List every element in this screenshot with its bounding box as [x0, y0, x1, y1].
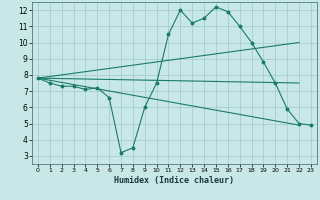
- X-axis label: Humidex (Indice chaleur): Humidex (Indice chaleur): [115, 176, 234, 185]
